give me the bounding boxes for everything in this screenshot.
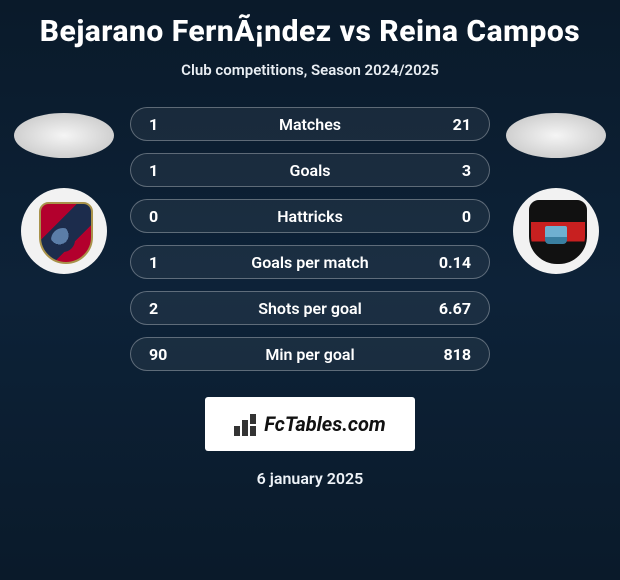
stat-label: Shots per goal: [193, 299, 427, 318]
brand-text: FcTables.com: [264, 412, 385, 436]
player-right-photo: [506, 113, 606, 158]
stat-right-value: 6.67: [427, 299, 471, 318]
stat-left-value: 0: [149, 207, 193, 226]
club-badge-left-icon: [21, 188, 107, 274]
stat-label: Min per goal: [193, 345, 427, 364]
stat-row-matches: 1 Matches 21: [130, 107, 490, 141]
stat-left-value: 90: [149, 345, 193, 364]
stat-left-value: 2: [149, 299, 193, 318]
stat-left-value: 1: [149, 253, 193, 272]
stat-row-hattricks: 0 Hattricks 0: [130, 199, 490, 233]
stat-row-goals-per-match: 1 Goals per match 0.14: [130, 245, 490, 279]
stat-label: Hattricks: [193, 207, 427, 226]
generated-date: 6 january 2025: [257, 469, 364, 488]
stat-left-value: 1: [149, 115, 193, 134]
brand-badge[interactable]: FcTables.com: [205, 397, 415, 451]
stat-right-value: 0.14: [427, 253, 471, 272]
stat-right-value: 818: [427, 345, 471, 364]
stat-right-value: 21: [427, 115, 471, 134]
page-subtitle: Club competitions, Season 2024/2025: [181, 61, 439, 79]
stat-label: Goals: [193, 161, 427, 180]
stat-left-value: 1: [149, 161, 193, 180]
stat-label: Goals per match: [193, 253, 427, 272]
brand-logo-icon: [234, 412, 258, 436]
stat-row-min-per-goal: 90 Min per goal 818: [130, 337, 490, 371]
stat-right-value: 0: [427, 207, 471, 226]
player-right-column: [506, 113, 606, 274]
club-badge-right-icon: [513, 188, 599, 274]
stat-right-value: 3: [427, 161, 471, 180]
comparison-area: 1 Matches 21 1 Goals 3 0 Hattricks 0 1 G…: [0, 107, 620, 371]
stat-row-shots-per-goal: 2 Shots per goal 6.67: [130, 291, 490, 325]
page-title: Bejarano FernÃ¡ndez vs Reina Campos: [40, 14, 580, 49]
player-left-photo: [14, 113, 114, 158]
stats-card: Bejarano FernÃ¡ndez vs Reina Campos Club…: [0, 0, 620, 488]
stat-label: Matches: [193, 115, 427, 134]
player-left-column: [14, 113, 114, 274]
stats-list: 1 Matches 21 1 Goals 3 0 Hattricks 0 1 G…: [130, 107, 490, 371]
stat-row-goals: 1 Goals 3: [130, 153, 490, 187]
